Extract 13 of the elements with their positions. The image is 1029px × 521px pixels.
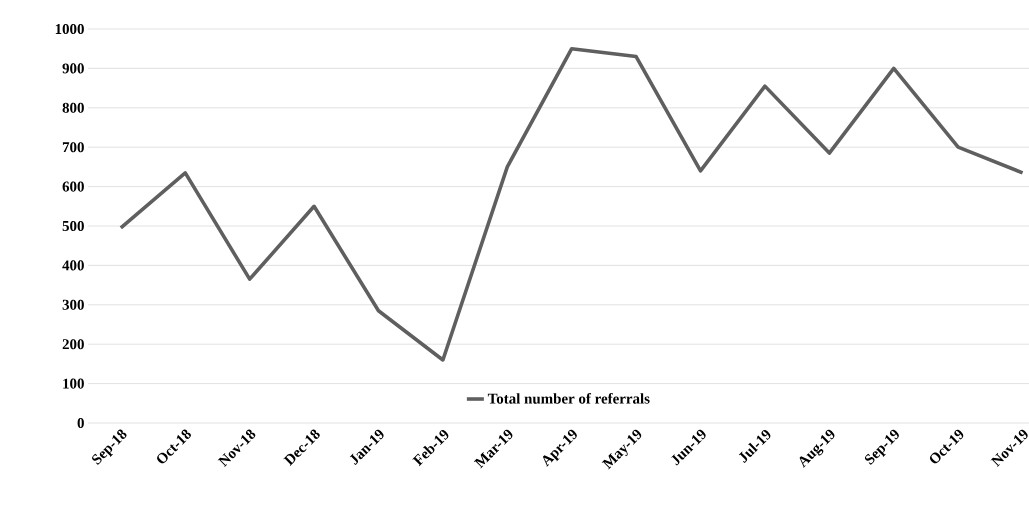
- y-tick-label: 900: [62, 63, 84, 74]
- y-tick-label: 400: [62, 260, 84, 271]
- y-tick-label: 0: [77, 417, 84, 429]
- y-tick-label: 600: [62, 181, 84, 192]
- y-tick-label: 100: [63, 378, 84, 389]
- y-tick-label: 200: [62, 339, 84, 350]
- y-tick-label: 500: [62, 220, 84, 232]
- y-tick-label: 800: [62, 102, 84, 113]
- legend-label: Total number of referrals: [487, 393, 650, 404]
- y-tick-label: 1000: [55, 23, 84, 35]
- y-tick-label: 300: [62, 299, 84, 310]
- line-series: [119, 46, 1025, 362]
- y-tick-label: 700: [62, 142, 84, 153]
